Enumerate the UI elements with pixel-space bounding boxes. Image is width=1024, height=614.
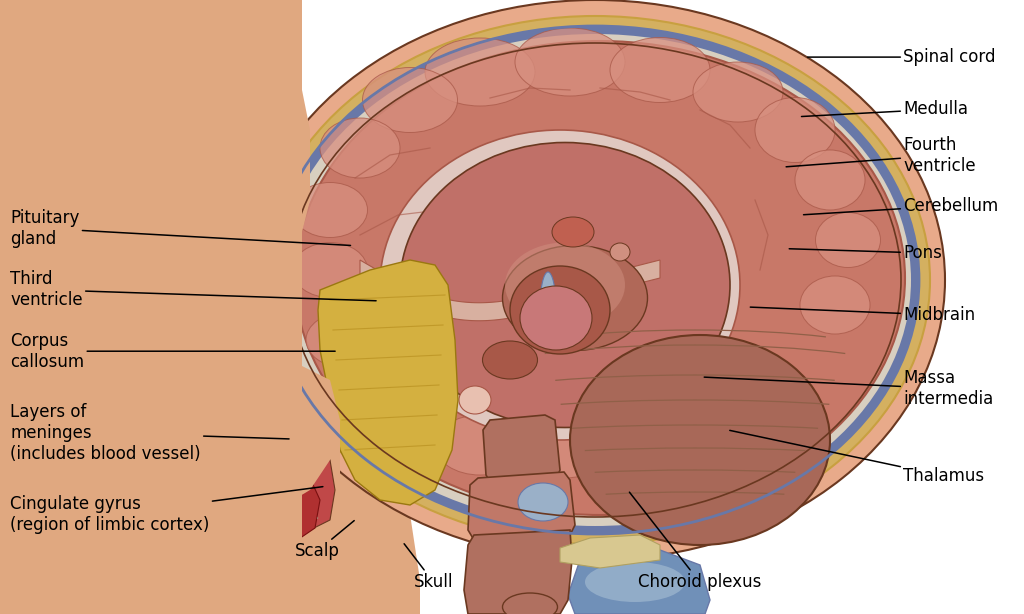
Polygon shape bbox=[0, 0, 290, 614]
Text: Pituitary
gland: Pituitary gland bbox=[10, 209, 350, 248]
Ellipse shape bbox=[585, 562, 685, 602]
Polygon shape bbox=[464, 530, 572, 614]
Polygon shape bbox=[0, 0, 302, 614]
Ellipse shape bbox=[193, 473, 312, 511]
Polygon shape bbox=[300, 470, 420, 614]
Text: Cingulate gyrus
(region of limbic cortex): Cingulate gyrus (region of limbic cortex… bbox=[10, 487, 323, 534]
Text: Third
ventricle: Third ventricle bbox=[10, 270, 376, 309]
Ellipse shape bbox=[610, 37, 710, 103]
Polygon shape bbox=[0, 0, 295, 614]
Ellipse shape bbox=[610, 243, 630, 261]
Ellipse shape bbox=[795, 150, 865, 210]
Text: Fourth
ventricle: Fourth ventricle bbox=[786, 136, 976, 175]
Ellipse shape bbox=[272, 27, 918, 533]
Text: Cerebellum: Cerebellum bbox=[804, 196, 998, 215]
Ellipse shape bbox=[380, 130, 740, 440]
Ellipse shape bbox=[505, 243, 625, 327]
Ellipse shape bbox=[435, 415, 525, 475]
Text: Midbrain: Midbrain bbox=[751, 306, 975, 324]
Ellipse shape bbox=[245, 0, 945, 560]
Ellipse shape bbox=[515, 28, 625, 96]
Ellipse shape bbox=[459, 386, 490, 414]
Ellipse shape bbox=[552, 217, 594, 247]
Ellipse shape bbox=[520, 286, 592, 350]
Text: Spinal cord: Spinal cord bbox=[808, 48, 995, 66]
Ellipse shape bbox=[755, 98, 835, 163]
Ellipse shape bbox=[518, 483, 568, 521]
Polygon shape bbox=[568, 550, 710, 614]
Ellipse shape bbox=[293, 182, 368, 238]
Text: Scalp: Scalp bbox=[295, 521, 354, 560]
Ellipse shape bbox=[482, 341, 538, 379]
Ellipse shape bbox=[510, 266, 610, 354]
Ellipse shape bbox=[503, 246, 647, 351]
Ellipse shape bbox=[319, 118, 400, 178]
Ellipse shape bbox=[604, 399, 686, 457]
Ellipse shape bbox=[570, 335, 830, 545]
Ellipse shape bbox=[540, 272, 556, 344]
Polygon shape bbox=[175, 498, 318, 525]
Text: Corpus
callosum: Corpus callosum bbox=[10, 332, 335, 371]
Ellipse shape bbox=[279, 34, 911, 526]
Ellipse shape bbox=[295, 41, 905, 515]
Ellipse shape bbox=[306, 313, 384, 368]
Text: Skull: Skull bbox=[404, 544, 453, 591]
Ellipse shape bbox=[815, 212, 881, 268]
Text: Layers of
meninges
(includes blood vessel): Layers of meninges (includes blood vesse… bbox=[10, 403, 289, 463]
Ellipse shape bbox=[425, 38, 535, 106]
Ellipse shape bbox=[293, 243, 368, 298]
Polygon shape bbox=[172, 439, 322, 469]
Text: Thalamus: Thalamus bbox=[730, 430, 984, 485]
Text: Pons: Pons bbox=[790, 244, 942, 262]
Polygon shape bbox=[258, 430, 330, 505]
Ellipse shape bbox=[357, 389, 442, 447]
Ellipse shape bbox=[693, 62, 783, 122]
Ellipse shape bbox=[536, 295, 574, 321]
Ellipse shape bbox=[215, 315, 281, 365]
Polygon shape bbox=[483, 415, 560, 485]
Polygon shape bbox=[0, 10, 300, 614]
Ellipse shape bbox=[521, 418, 609, 478]
Polygon shape bbox=[155, 360, 340, 614]
Ellipse shape bbox=[229, 311, 274, 349]
Ellipse shape bbox=[800, 276, 870, 334]
Ellipse shape bbox=[503, 593, 557, 614]
Ellipse shape bbox=[362, 68, 458, 133]
Polygon shape bbox=[0, 0, 298, 614]
Text: Medulla: Medulla bbox=[802, 100, 968, 119]
Polygon shape bbox=[360, 260, 660, 321]
Polygon shape bbox=[468, 472, 575, 540]
Text: Choroid plexus: Choroid plexus bbox=[630, 492, 761, 591]
Polygon shape bbox=[178, 468, 319, 548]
Text: Massa
intermedia: Massa intermedia bbox=[705, 369, 993, 408]
Ellipse shape bbox=[400, 142, 730, 427]
Polygon shape bbox=[560, 535, 660, 568]
Polygon shape bbox=[162, 30, 310, 350]
Polygon shape bbox=[318, 260, 458, 505]
Polygon shape bbox=[162, 436, 335, 535]
Ellipse shape bbox=[260, 16, 930, 544]
